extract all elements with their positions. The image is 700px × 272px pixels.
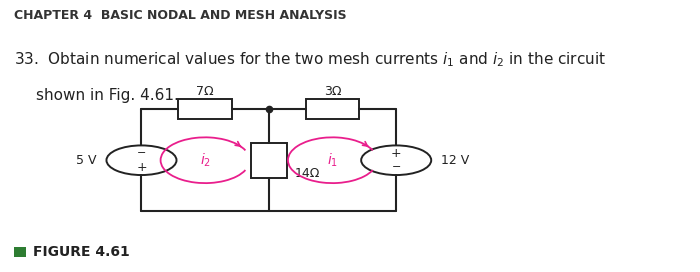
Text: CHAPTER 4  BASIC NODAL AND MESH ANALYSIS: CHAPTER 4 BASIC NODAL AND MESH ANALYSIS	[14, 10, 346, 23]
Text: 5 V: 5 V	[76, 154, 97, 167]
Text: shown in Fig. 4.61.: shown in Fig. 4.61.	[36, 88, 179, 103]
Polygon shape	[14, 248, 26, 257]
Text: 12 V: 12 V	[441, 154, 469, 167]
Text: −: −	[391, 162, 401, 172]
Text: 33.  Obtain numerical values for the two mesh currents $i_1$ and $i_2$ in the ci: 33. Obtain numerical values for the two …	[14, 50, 606, 69]
Text: $i_2$: $i_2$	[199, 152, 211, 169]
Text: FIGURE 4.61: FIGURE 4.61	[33, 245, 130, 259]
Text: 3Ω: 3Ω	[324, 85, 342, 98]
Text: +: +	[136, 161, 147, 174]
Text: 14Ω: 14Ω	[294, 167, 320, 180]
Text: $i_1$: $i_1$	[327, 152, 338, 169]
Text: −: −	[136, 148, 146, 158]
Text: 7Ω: 7Ω	[196, 85, 214, 98]
Text: +: +	[391, 147, 402, 160]
